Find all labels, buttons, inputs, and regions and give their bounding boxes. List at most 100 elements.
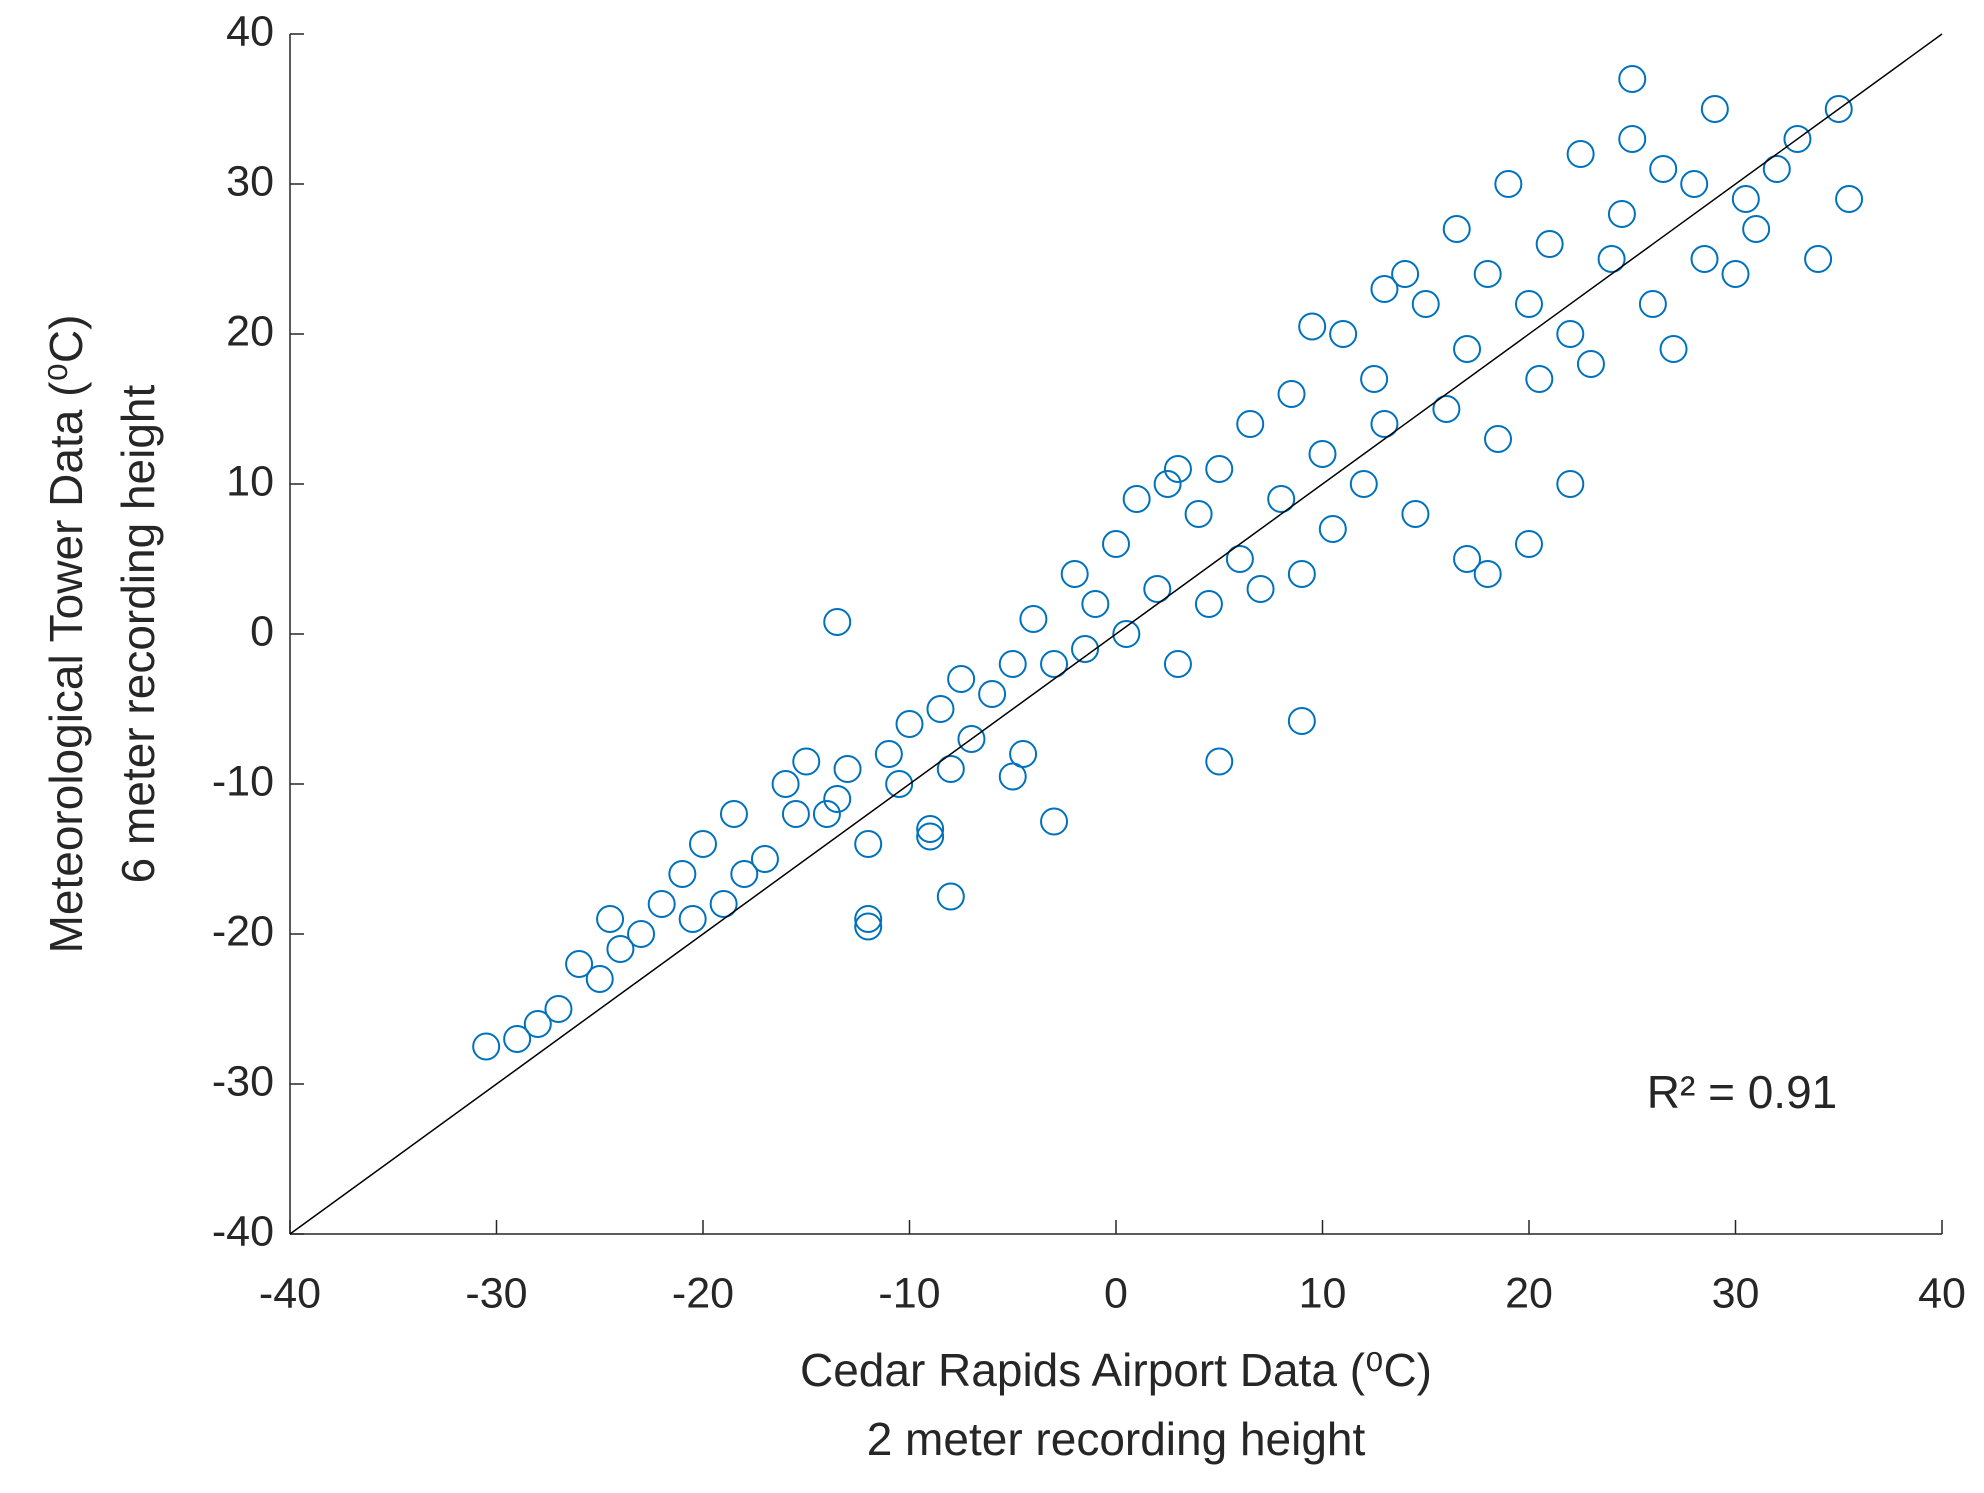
point bbox=[1163, 650, 1192, 678]
point bbox=[1205, 747, 1234, 776]
point bbox=[1143, 575, 1172, 603]
point bbox=[1040, 650, 1069, 678]
point bbox=[833, 755, 862, 783]
point bbox=[750, 845, 779, 873]
point bbox=[1824, 95, 1853, 123]
point bbox=[1556, 320, 1585, 348]
point bbox=[1638, 290, 1667, 318]
point bbox=[998, 762, 1027, 791]
point bbox=[1515, 530, 1543, 558]
point bbox=[854, 830, 883, 858]
point bbox=[1060, 560, 1089, 588]
point bbox=[544, 995, 573, 1023]
point bbox=[1318, 515, 1347, 543]
y-axis-label: Meteorological Tower Data (⁰C) bbox=[40, 315, 92, 954]
point bbox=[1835, 185, 1864, 213]
point bbox=[1597, 245, 1626, 273]
point bbox=[1731, 185, 1760, 213]
point bbox=[1442, 215, 1471, 243]
point bbox=[1009, 740, 1038, 768]
y-tick-label: 10 bbox=[226, 457, 274, 505]
point bbox=[1804, 245, 1833, 273]
point bbox=[792, 747, 821, 776]
point bbox=[565, 950, 594, 978]
point bbox=[1349, 470, 1378, 498]
point bbox=[1236, 410, 1265, 438]
point bbox=[1576, 350, 1605, 378]
point bbox=[606, 935, 635, 963]
point bbox=[936, 755, 965, 783]
point bbox=[854, 905, 883, 933]
point bbox=[730, 860, 759, 888]
y-tick-label: 30 bbox=[226, 157, 274, 205]
x-tick-label: -10 bbox=[878, 1269, 940, 1317]
point bbox=[1690, 245, 1719, 273]
point bbox=[1391, 260, 1420, 288]
point bbox=[1360, 365, 1389, 393]
point bbox=[1040, 807, 1069, 836]
x-tick-label: 30 bbox=[1712, 1269, 1760, 1317]
point bbox=[1473, 560, 1502, 588]
point bbox=[627, 920, 656, 948]
point bbox=[1411, 290, 1440, 318]
point bbox=[1277, 380, 1306, 408]
point bbox=[885, 770, 914, 798]
point bbox=[1494, 170, 1523, 198]
x-axis-label: 2 meter recording height bbox=[867, 1413, 1366, 1465]
point bbox=[1525, 365, 1554, 393]
point bbox=[926, 695, 955, 723]
y-tick-label: -30 bbox=[212, 1057, 274, 1105]
point bbox=[585, 965, 614, 993]
point bbox=[1618, 65, 1647, 93]
point bbox=[823, 608, 852, 636]
point bbox=[472, 1032, 501, 1061]
point bbox=[916, 822, 945, 851]
point bbox=[1742, 215, 1771, 243]
y-tick-label: 20 bbox=[226, 307, 274, 355]
point bbox=[523, 1010, 552, 1038]
x-tick-label: 0 bbox=[1104, 1269, 1128, 1317]
point bbox=[823, 785, 852, 813]
point bbox=[936, 882, 965, 911]
point bbox=[1267, 485, 1296, 513]
point bbox=[957, 725, 986, 753]
point bbox=[1618, 125, 1647, 153]
point bbox=[1515, 290, 1543, 318]
y-tick-label: -10 bbox=[212, 757, 274, 805]
point bbox=[1370, 410, 1399, 438]
point bbox=[1122, 485, 1151, 513]
point bbox=[1401, 500, 1430, 528]
point bbox=[1112, 620, 1141, 648]
point bbox=[1308, 440, 1337, 468]
point bbox=[1453, 545, 1482, 573]
point bbox=[719, 800, 748, 828]
point bbox=[781, 800, 810, 828]
point bbox=[1680, 170, 1709, 198]
x-tick-label: 20 bbox=[1505, 1269, 1553, 1317]
point bbox=[647, 890, 676, 918]
point bbox=[1556, 470, 1585, 498]
x-axis-label: Cedar Rapids Airport Data (⁰C) bbox=[800, 1344, 1432, 1396]
point bbox=[1473, 260, 1502, 288]
point bbox=[1081, 590, 1110, 618]
annotation: R² = 0.91 bbox=[1647, 1066, 1838, 1118]
point bbox=[503, 1025, 532, 1053]
y-tick-label: 0 bbox=[250, 607, 274, 655]
reference-line bbox=[289, 33, 1943, 1235]
point bbox=[1649, 155, 1678, 183]
point bbox=[1102, 530, 1130, 558]
x-tick-label: -40 bbox=[259, 1269, 321, 1317]
point bbox=[1607, 200, 1636, 228]
point bbox=[978, 680, 1007, 708]
point bbox=[678, 905, 707, 933]
y-tick-label: -20 bbox=[212, 907, 274, 955]
point bbox=[916, 815, 945, 843]
point bbox=[854, 912, 883, 941]
x-tick-label: 10 bbox=[1299, 1269, 1347, 1317]
point bbox=[1287, 560, 1316, 588]
point bbox=[1287, 707, 1316, 735]
point bbox=[771, 770, 800, 798]
x-tick-label: -30 bbox=[465, 1269, 527, 1317]
point bbox=[1298, 312, 1327, 341]
